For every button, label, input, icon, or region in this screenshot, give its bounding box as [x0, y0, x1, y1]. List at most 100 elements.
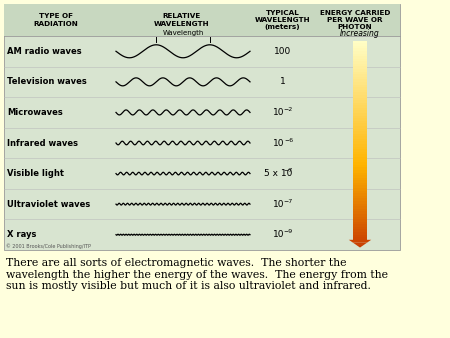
- Text: 5 x 10: 5 x 10: [264, 169, 292, 178]
- Text: Wavelength: Wavelength: [162, 30, 204, 36]
- Polygon shape: [353, 126, 367, 128]
- Text: Increasing: Increasing: [340, 29, 380, 38]
- Text: Microwaves: Microwaves: [7, 108, 63, 117]
- Polygon shape: [353, 108, 367, 111]
- Text: Ultraviolet waves: Ultraviolet waves: [7, 200, 90, 209]
- Text: Television waves: Television waves: [7, 77, 87, 86]
- Polygon shape: [353, 128, 367, 131]
- Polygon shape: [356, 245, 364, 247]
- Polygon shape: [353, 152, 367, 154]
- Bar: [4, 4, 400, 36]
- Polygon shape: [353, 113, 367, 116]
- Polygon shape: [353, 206, 367, 209]
- Text: 10: 10: [273, 230, 284, 239]
- Polygon shape: [353, 157, 367, 160]
- Polygon shape: [353, 77, 367, 79]
- Text: −7: −7: [284, 168, 293, 173]
- Polygon shape: [353, 59, 367, 61]
- Polygon shape: [353, 227, 367, 230]
- Polygon shape: [353, 69, 367, 72]
- Polygon shape: [353, 97, 367, 100]
- Text: 1: 1: [279, 77, 285, 86]
- Polygon shape: [353, 237, 367, 240]
- Polygon shape: [353, 46, 367, 48]
- Polygon shape: [353, 160, 367, 162]
- Polygon shape: [353, 201, 367, 203]
- Text: −2: −2: [284, 107, 293, 112]
- Text: © 2001 Brooks/Cole Publishing/ITP: © 2001 Brooks/Cole Publishing/ITP: [6, 243, 91, 249]
- Polygon shape: [353, 95, 367, 97]
- Text: −6: −6: [284, 138, 293, 143]
- Polygon shape: [353, 217, 367, 219]
- Polygon shape: [353, 235, 367, 237]
- Polygon shape: [353, 230, 367, 232]
- Polygon shape: [349, 240, 371, 242]
- Polygon shape: [353, 72, 367, 74]
- Text: TYPICAL
WAVELENGTH
(meters): TYPICAL WAVELENGTH (meters): [255, 10, 310, 30]
- Text: 10: 10: [273, 200, 284, 209]
- Polygon shape: [353, 74, 367, 77]
- Polygon shape: [353, 196, 367, 198]
- Text: RELATIVE
WAVELENGTH: RELATIVE WAVELENGTH: [154, 14, 209, 26]
- Polygon shape: [353, 172, 367, 175]
- Text: There are all sorts of electromagnetic waves.  The shorter the
wavelength the hi: There are all sorts of electromagnetic w…: [6, 258, 388, 291]
- Polygon shape: [353, 214, 367, 217]
- Text: Infrared waves: Infrared waves: [7, 139, 78, 147]
- Text: X rays: X rays: [7, 230, 36, 239]
- Polygon shape: [353, 111, 367, 113]
- Polygon shape: [353, 191, 367, 193]
- Polygon shape: [353, 154, 367, 157]
- Polygon shape: [353, 139, 367, 142]
- Text: 10: 10: [273, 108, 284, 117]
- Polygon shape: [353, 162, 367, 165]
- Polygon shape: [353, 53, 367, 56]
- Polygon shape: [353, 134, 367, 136]
- Polygon shape: [353, 180, 367, 183]
- Text: ENERGY CARRIED
PER WAVE OR
PHOTON: ENERGY CARRIED PER WAVE OR PHOTON: [320, 10, 390, 30]
- Polygon shape: [353, 64, 367, 67]
- Polygon shape: [353, 188, 367, 191]
- Polygon shape: [353, 149, 367, 152]
- Polygon shape: [353, 175, 367, 178]
- Polygon shape: [353, 92, 367, 95]
- Polygon shape: [353, 144, 367, 147]
- Polygon shape: [353, 123, 367, 126]
- Bar: [4, 4, 400, 250]
- Polygon shape: [353, 48, 367, 51]
- Polygon shape: [353, 170, 367, 172]
- Polygon shape: [353, 67, 367, 69]
- Text: Visible light: Visible light: [7, 169, 64, 178]
- Polygon shape: [352, 242, 368, 245]
- Polygon shape: [353, 224, 367, 227]
- Polygon shape: [353, 232, 367, 235]
- Polygon shape: [353, 116, 367, 118]
- Polygon shape: [353, 61, 367, 64]
- Polygon shape: [353, 186, 367, 188]
- Polygon shape: [353, 51, 367, 53]
- Polygon shape: [353, 118, 367, 121]
- Polygon shape: [353, 165, 367, 167]
- Polygon shape: [353, 167, 367, 170]
- Polygon shape: [353, 183, 367, 186]
- Polygon shape: [353, 84, 367, 87]
- Polygon shape: [353, 178, 367, 180]
- Polygon shape: [353, 100, 367, 103]
- Polygon shape: [353, 209, 367, 211]
- Polygon shape: [353, 203, 367, 206]
- Polygon shape: [353, 82, 367, 84]
- Polygon shape: [353, 87, 367, 90]
- Text: TYPE OF
RADIATION: TYPE OF RADIATION: [34, 14, 78, 26]
- Polygon shape: [353, 105, 367, 108]
- Text: −7: −7: [284, 199, 293, 203]
- Polygon shape: [353, 211, 367, 214]
- Polygon shape: [353, 90, 367, 92]
- Polygon shape: [353, 198, 367, 201]
- Polygon shape: [353, 136, 367, 139]
- Polygon shape: [353, 43, 367, 46]
- Text: 10: 10: [273, 139, 284, 147]
- Polygon shape: [353, 147, 367, 149]
- Polygon shape: [353, 131, 367, 134]
- Polygon shape: [353, 193, 367, 196]
- Polygon shape: [353, 121, 367, 123]
- Polygon shape: [353, 41, 367, 43]
